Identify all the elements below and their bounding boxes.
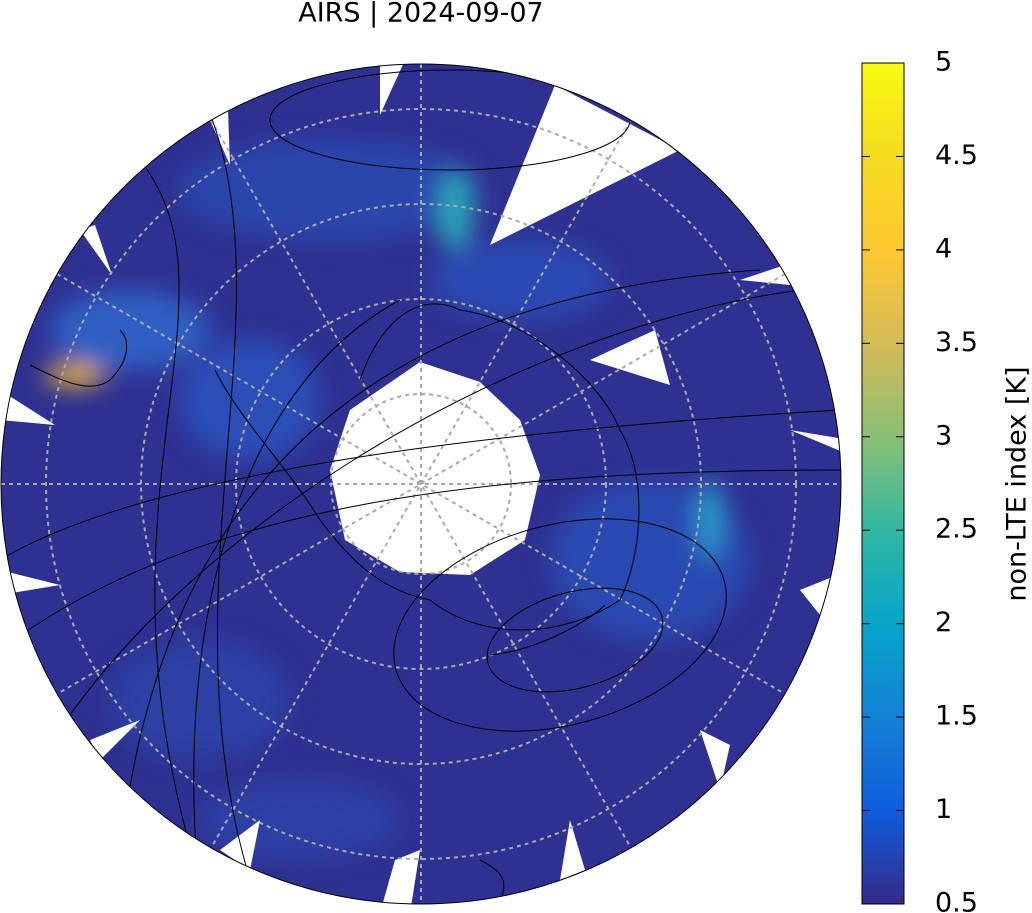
coastlines — [29, 303, 640, 901]
map-border — [0, 63, 842, 905]
title: AIRS | 2024-09-07 — [298, 0, 544, 29]
colorbar — [861, 62, 905, 905]
colorbar-tick-label: 1.5 — [935, 701, 978, 732]
colorbar-tick-label: 3 — [935, 420, 952, 451]
contours — [1, 69, 841, 904]
colorbar-tick-label: 0.5 — [935, 888, 978, 913]
map — [1, 64, 841, 904]
colorbar-tick-label: 4 — [935, 233, 952, 264]
colorbar-tick-label: 5 — [935, 47, 952, 78]
colorbar-tick-label: 1 — [935, 794, 952, 825]
colorbar-label: non-LTE index [K] — [1002, 366, 1032, 601]
colorbar-tick-label: 3.5 — [935, 327, 978, 358]
colorbar-tick-label: 2.5 — [935, 514, 978, 545]
colorbar-tick-label: 2 — [935, 607, 952, 638]
graticule — [1, 64, 841, 904]
colorbar-tick-label: 4.5 — [935, 140, 978, 171]
